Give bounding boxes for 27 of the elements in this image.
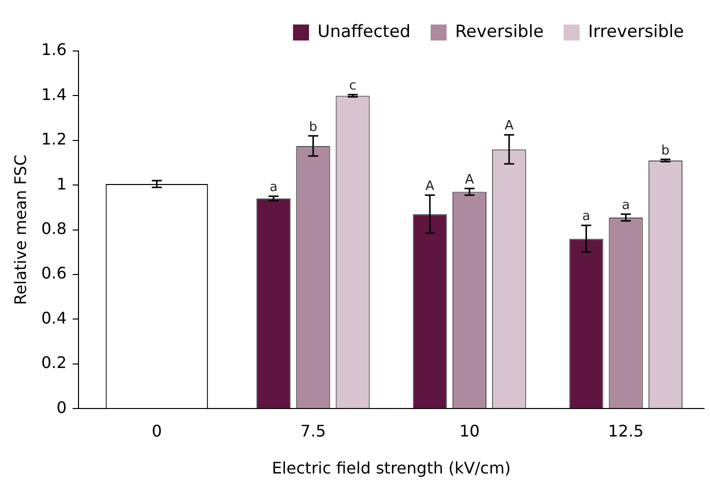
y-tick-label: 0.8 [41, 218, 67, 238]
x-tick-label: 12.5 [608, 421, 644, 440]
legend-label: Unaffected [318, 22, 411, 42]
data-label: a [582, 209, 590, 224]
y-tick-label: 0.6 [41, 264, 67, 283]
y-tick-label: 0 [56, 398, 67, 417]
x-axis-title: Electric field strength (kV/cm) [272, 458, 511, 478]
data-label: A [465, 172, 474, 188]
data-label: c [349, 78, 356, 94]
y-tick-label: 0.4 [41, 308, 67, 328]
data-label: A [425, 179, 434, 194]
y-tick-label: 1.6 [41, 40, 67, 60]
legend-label: Reversible [455, 22, 544, 42]
y-tick-label: 1.2 [41, 130, 67, 149]
data-label: A [504, 118, 514, 134]
data-label: a [270, 180, 278, 196]
y-tick-label: 1 [56, 174, 67, 194]
x-tick-label: 0 [152, 421, 162, 440]
y-tick-label: 0.2 [41, 353, 67, 372]
data-label: a [622, 198, 630, 214]
legend-label: Irreversible [588, 22, 684, 42]
y-tick-label: 1.4 [41, 84, 67, 104]
x-tick-label: 7.5 [300, 421, 326, 440]
data-label: b [661, 143, 670, 158]
y-axis-title: Relative mean FSC [10, 154, 30, 305]
x-tick-label: 10 [459, 421, 480, 440]
data-label: b [309, 120, 318, 135]
